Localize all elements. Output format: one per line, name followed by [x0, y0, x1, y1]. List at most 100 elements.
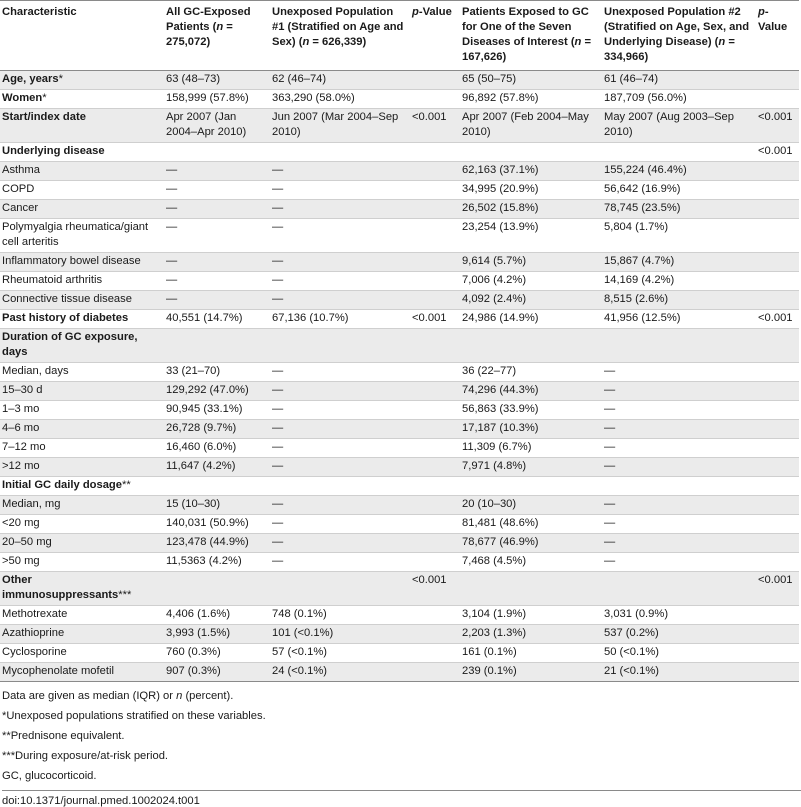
row-cell: [602, 142, 756, 162]
row-cell: —: [270, 514, 410, 534]
table-row: Median, days 33 (21–70) —36 (22–77) —: [0, 362, 799, 382]
row-cell: [410, 199, 460, 219]
row-cell: 24,986 (14.9%): [460, 309, 602, 329]
row-cell: [270, 476, 410, 496]
row-cell: —: [164, 290, 270, 310]
row-cell: 23,254 (13.9%): [460, 218, 602, 253]
table-row: Polymyalgia rheumatica/giant cell arteri…: [0, 218, 799, 253]
row-label: Polymyalgia rheumatica/giant cell arteri…: [0, 218, 164, 253]
row-cell: 61 (46–74): [602, 70, 756, 90]
row-cell: 96,892 (57.8%): [460, 89, 602, 109]
row-cell: [460, 476, 602, 496]
row-cell: 16,460 (6.0%): [164, 438, 270, 458]
table-body: Age, years* 63 (48–73) 62 (46–74) 65 (50–75…: [0, 70, 799, 682]
row-cell: 74,296 (44.3%): [460, 381, 602, 401]
row-cell: 33 (21–70): [164, 362, 270, 382]
row-cell: [756, 476, 799, 496]
row-label: Inflammatory bowel disease: [0, 252, 164, 272]
row-cell: [756, 271, 799, 291]
row-cell: —: [164, 161, 270, 181]
row-cell: [410, 605, 460, 625]
row-cell: —: [602, 362, 756, 382]
header-p-value-2: p-Value: [756, 0, 799, 71]
row-cell: 20 (10–30): [460, 495, 602, 515]
table-row: Initial GC daily dosage**: [0, 476, 799, 496]
row-cell: [756, 514, 799, 534]
table-row: COPD — —34,995 (20.9%) 56,642 (16.9%): [0, 180, 799, 200]
table-row: <20 mg 140,031 (50.9%) —81,481 (48.6%) —: [0, 514, 799, 534]
row-cell: 90,945 (33.1%): [164, 400, 270, 420]
row-label: Connective tissue disease: [0, 290, 164, 310]
table-row: Methotrexate 4,406 (1.6%) 748 (0.1%) 3,104 …: [0, 605, 799, 625]
row-cell: —: [602, 552, 756, 572]
row-cell: [410, 662, 460, 682]
table-row: Women* 158,999 (57.8%) 363,290 (58.0%) 96,8…: [0, 89, 799, 109]
row-cell: —: [270, 438, 410, 458]
row-cell: Jun 2007 (Mar 2004–Sep 2010): [270, 108, 410, 143]
row-cell: —: [164, 252, 270, 272]
row-cell: 56,642 (16.9%): [602, 180, 756, 200]
row-cell: [756, 624, 799, 644]
table-row: Cyclosporine 760 (0.3%) 57 (<0.1%) 161 (0.1…: [0, 643, 799, 663]
row-cell: 26,502 (15.8%): [460, 199, 602, 219]
row-cell: —: [602, 495, 756, 515]
row-cell: [460, 328, 602, 363]
row-cell: —: [270, 362, 410, 382]
row-cell: [410, 476, 460, 496]
row-cell: [410, 495, 460, 515]
footnote-exposure-period: ***During exposure/at-risk period.: [2, 750, 169, 762]
row-cell: —: [270, 400, 410, 420]
footnote-stratified: *Unexposed populations stratified on the…: [2, 710, 266, 722]
row-cell: 8,515 (2.6%): [602, 290, 756, 310]
row-cell: <0.001: [410, 571, 460, 606]
row-cell: 123,478 (44.9%): [164, 533, 270, 553]
row-cell: [410, 70, 460, 90]
row-cell: —: [270, 252, 410, 272]
row-cell: —: [602, 438, 756, 458]
row-cell: —: [602, 381, 756, 401]
row-cell: 62,163 (37.1%): [460, 161, 602, 181]
row-cell: [164, 328, 270, 363]
row-cell: 158,999 (57.8%): [164, 89, 270, 109]
table-row: Underlying disease <0.001: [0, 142, 799, 162]
row-cell: [756, 438, 799, 458]
characteristics-table: Characteristic All GC-Exposed Patients (…: [0, 0, 799, 682]
row-cell: —: [164, 199, 270, 219]
row-cell: —: [270, 271, 410, 291]
table-row: 15–30 d 129,292 (47.0%) —74,296 (44.3%) —: [0, 381, 799, 401]
row-cell: [410, 180, 460, 200]
row-cell: 2,203 (1.3%): [460, 624, 602, 644]
table-row: Duration of GC exposure, days: [0, 328, 799, 363]
row-label: <20 mg: [0, 514, 164, 534]
row-cell: [410, 328, 460, 363]
row-cell: 15 (10–30): [164, 495, 270, 515]
row-cell: 14,169 (4.2%): [602, 271, 756, 291]
footnote-data-format: Data are given as median (IQR) or n (per…: [2, 690, 234, 702]
row-label: 15–30 d: [0, 381, 164, 401]
table-row: Past history of diabetes 40,551 (14.7%) 67…: [0, 309, 799, 329]
row-cell: Apr 2007 (Feb 2004–May 2010): [460, 108, 602, 143]
row-cell: [756, 662, 799, 682]
row-cell: [410, 142, 460, 162]
row-cell: 760 (0.3%): [164, 643, 270, 663]
row-cell: [410, 290, 460, 310]
row-cell: [602, 476, 756, 496]
row-cell: [756, 252, 799, 272]
row-cell: [460, 142, 602, 162]
row-cell: [164, 476, 270, 496]
row-cell: [756, 419, 799, 439]
row-cell: 40,551 (14.7%): [164, 309, 270, 329]
row-label: Other immunosuppressants***: [0, 571, 164, 606]
row-label: Women*: [0, 89, 164, 109]
row-cell: 7,971 (4.8%): [460, 457, 602, 477]
row-cell: [602, 571, 756, 606]
row-cell: <0.001: [756, 142, 799, 162]
row-label: Rheumatoid arthritis: [0, 271, 164, 291]
row-cell: —: [270, 419, 410, 439]
row-cell: May 2007 (Aug 2003–Sep 2010): [602, 108, 756, 143]
row-label: Methotrexate: [0, 605, 164, 625]
row-cell: 3,993 (1.5%): [164, 624, 270, 644]
row-cell: 67,136 (10.7%): [270, 309, 410, 329]
row-cell: —: [164, 218, 270, 253]
row-cell: 11,647 (4.2%): [164, 457, 270, 477]
